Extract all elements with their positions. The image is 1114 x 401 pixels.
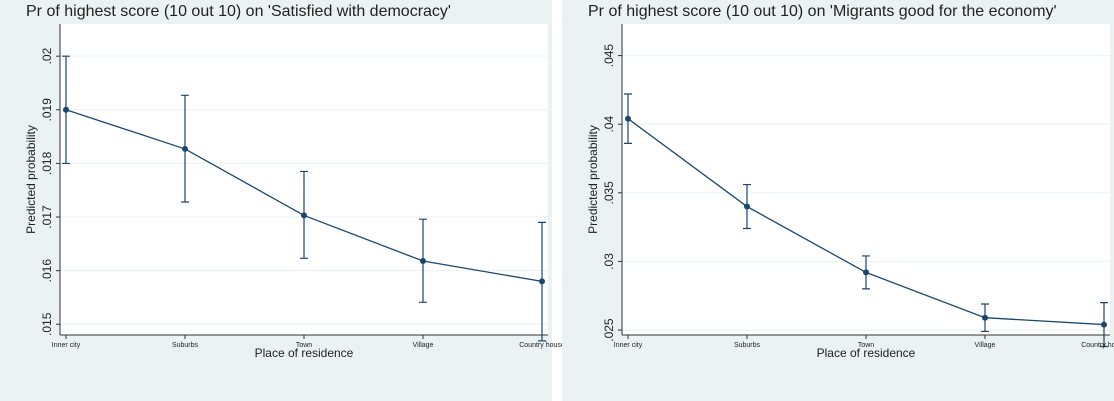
point — [1101, 321, 1107, 328]
point — [744, 203, 750, 210]
point — [863, 269, 869, 276]
y-tick-label: .017 — [40, 205, 54, 229]
chart-panel: .025 .03 .035 .04 .045 Inner city Suburbs Town V… — [562, 0, 1114, 401]
x-tick-label: Suburbs — [734, 342, 761, 349]
y-tick-label: .045 — [602, 44, 616, 68]
y-tick-label: .016 — [40, 259, 54, 283]
x-tick-label: Country house — [519, 342, 565, 349]
x-axis-label: Place of residence — [255, 346, 354, 360]
y-tick-label: .04 — [602, 116, 616, 133]
x-tick-label: Inner city — [52, 342, 81, 349]
x-tick-label: Country house — [1081, 342, 1114, 349]
y-tick-label: .025 — [602, 318, 616, 342]
x-tick-label: Village — [413, 342, 434, 349]
chart-title: Pr of highest score (10 out 10) on 'Sati… — [26, 3, 451, 20]
x-tick-label: Inner city — [614, 342, 643, 349]
point — [63, 106, 69, 113]
x-tick-label: Village — [975, 342, 996, 349]
point — [625, 115, 631, 122]
point — [420, 258, 426, 265]
y-tick-label: .035 — [602, 181, 616, 205]
y-tick-label: .019 — [40, 98, 54, 122]
x-tick-label: Suburbs — [172, 342, 199, 349]
y-tick-label: .018 — [40, 151, 54, 175]
x-tick-label: Town — [858, 342, 874, 349]
y-tick-label: .02 — [40, 48, 54, 65]
point — [982, 314, 988, 321]
y-tick-label: .015 — [40, 312, 54, 336]
point — [182, 145, 188, 152]
y-axis-label: Predicted probability — [24, 125, 38, 234]
point — [301, 212, 307, 219]
chart-title: Pr of highest score (10 out 10) on 'Migr… — [588, 3, 1057, 20]
y-axis-label: Predicted probability — [586, 125, 600, 234]
point — [539, 278, 545, 285]
y-tick-label: .03 — [602, 253, 616, 270]
x-axis-label: Place of residence — [817, 346, 916, 360]
x-tick-label: Town — [296, 342, 312, 349]
chart-panel: .015 .016 .017 .018 .019 .02 Inner city Suburbs… — [0, 0, 565, 401]
